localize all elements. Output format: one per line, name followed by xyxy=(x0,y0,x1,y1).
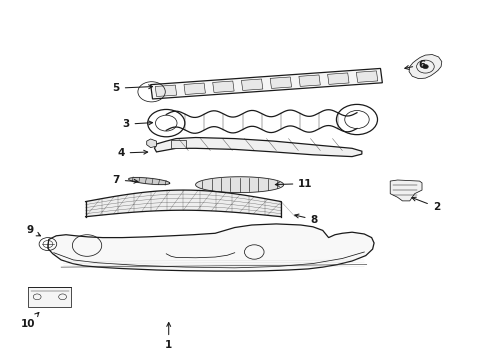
Polygon shape xyxy=(48,224,373,271)
Text: 8: 8 xyxy=(294,214,317,225)
Circle shape xyxy=(422,64,427,69)
Polygon shape xyxy=(298,75,320,86)
Text: 6: 6 xyxy=(404,60,425,70)
Polygon shape xyxy=(183,83,205,94)
FancyBboxPatch shape xyxy=(171,140,185,148)
Polygon shape xyxy=(128,177,169,185)
Text: 1: 1 xyxy=(165,323,172,350)
Text: 2: 2 xyxy=(411,197,439,212)
Text: 9: 9 xyxy=(26,225,41,236)
Polygon shape xyxy=(269,77,291,89)
Polygon shape xyxy=(327,73,348,84)
Polygon shape xyxy=(389,180,421,201)
Polygon shape xyxy=(241,79,263,90)
Polygon shape xyxy=(146,139,156,148)
Text: 5: 5 xyxy=(112,83,152,93)
Text: 3: 3 xyxy=(122,119,152,129)
Text: 7: 7 xyxy=(112,175,138,185)
Polygon shape xyxy=(150,68,382,99)
Text: 4: 4 xyxy=(117,148,147,158)
Polygon shape xyxy=(155,85,176,96)
Polygon shape xyxy=(195,177,283,193)
Polygon shape xyxy=(154,138,361,157)
Polygon shape xyxy=(85,190,281,217)
Text: 11: 11 xyxy=(275,179,312,189)
Polygon shape xyxy=(408,55,441,78)
Text: 10: 10 xyxy=(21,312,39,329)
FancyBboxPatch shape xyxy=(28,287,71,307)
Polygon shape xyxy=(212,81,234,93)
Polygon shape xyxy=(356,71,377,82)
